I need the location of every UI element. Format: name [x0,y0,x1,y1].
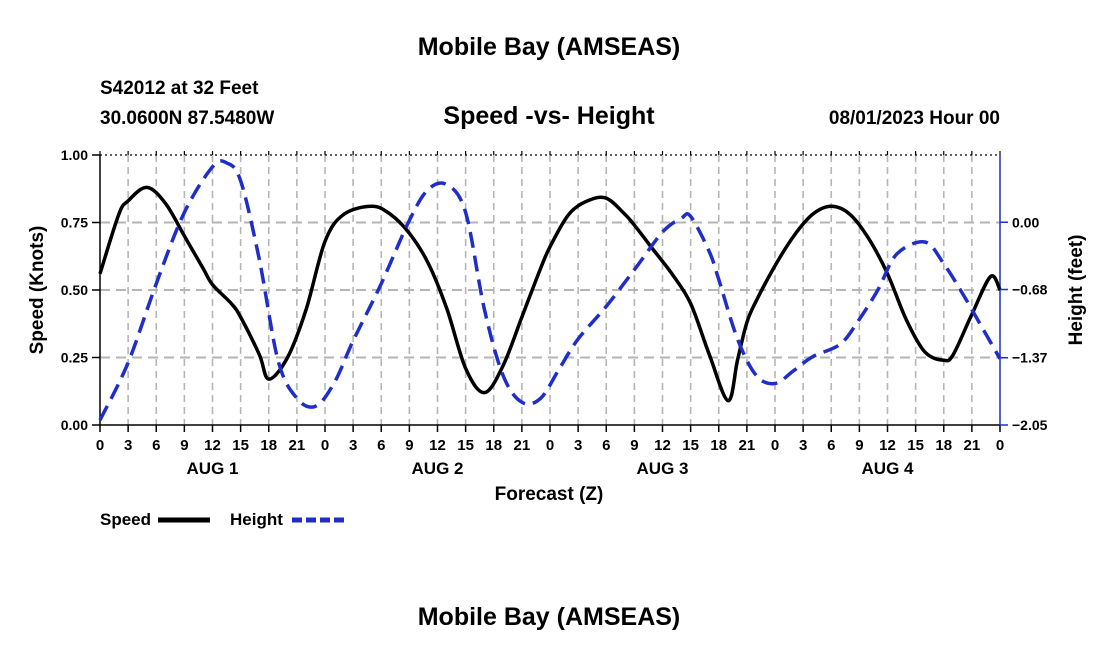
x-tick-label: 0 [996,437,1004,454]
speed-series-line [98,185,1002,403]
y-right-tick-label: −2.05 [1012,417,1048,433]
x-tick-label: 18 [935,437,952,454]
x-tick-label: 0 [546,437,554,454]
x-tick-label: 12 [429,437,446,454]
day-label: AUG 2 [412,459,464,478]
y-left-tick-label: 1.00 [61,147,88,163]
y-left-tick-label: 0.00 [61,417,88,433]
x-tick-label: 6 [602,437,610,454]
x-tick-label: 0 [96,437,104,454]
x-tick-label: 12 [879,437,896,454]
x-tick-label: 9 [180,437,188,454]
x-tick-label: 12 [654,437,671,454]
y-right-tick-label: 0.00 [1012,214,1039,230]
y-left-tick-label: 0.50 [61,282,88,298]
x-tick-label: 21 [739,437,756,454]
page-title: Mobile Bay (AMSEAS) [418,33,681,61]
forecast-date: 08/01/2023 Hour 00 [829,108,1000,129]
y-axis-right-label: Height (feet) [1066,235,1087,346]
chart-title: Speed -vs- Height [443,102,655,130]
x-tick-label: 3 [574,437,582,454]
axes: 0 3 6 9 12 15 18 21 0 3 6 9 12 15 18 21 0 3 6 9 12 15 18 21 0 3 6 9… [61,147,1048,478]
x-tick-label: 0 [321,437,329,454]
footer-title: Mobile Bay (AMSEAS) [418,603,681,631]
day-label: AUG 1 [187,459,239,478]
x-tick-label: 9 [855,437,863,454]
station-coordinates: 30.0600N 87.5480W [100,108,274,129]
x-tick-label: 3 [124,437,132,454]
x-tick-label: 15 [457,437,474,454]
x-tick-label: 21 [289,437,306,454]
x-tick-label: 21 [964,437,981,454]
x-tick-label: 12 [204,437,221,454]
x-tick-label: 18 [710,437,727,454]
y-left-tick-label: 0.75 [61,215,88,231]
legend: Speed Height [100,510,344,529]
y-right-tick-label: −0.68 [1012,282,1048,298]
x-tick-label: 15 [682,437,699,454]
x-tick-label: 6 [377,437,385,454]
height-series-line [98,159,1002,421]
station-id: S42012 at 32 Feet [100,78,259,99]
legend-label-height: Height [230,510,283,529]
x-tick-label: 18 [260,437,277,454]
x-tick-label: 9 [405,437,413,454]
day-label: AUG 4 [862,459,915,478]
x-tick-label: 6 [827,437,835,454]
x-tick-label: 0 [771,437,779,454]
y-axis-left-label: Speed (Knots) [27,226,48,355]
x-tick-label: 3 [349,437,357,454]
x-tick-label: 18 [485,437,502,454]
legend-label-speed: Speed [100,510,151,529]
x-tick-label: 15 [232,437,249,454]
series-group [98,159,1002,421]
day-label: AUG 3 [637,459,689,478]
x-tick-label: 9 [630,437,638,454]
y-left-tick-label: 0.25 [61,350,88,366]
x-tick-label: 6 [152,437,160,454]
x-axis-label: Forecast (Z) [495,484,604,505]
x-tick-label: 15 [907,437,924,454]
y-right-tick-label: −1.37 [1012,350,1048,366]
x-tick-label: 3 [799,437,807,454]
x-tick-label: 21 [514,437,531,454]
